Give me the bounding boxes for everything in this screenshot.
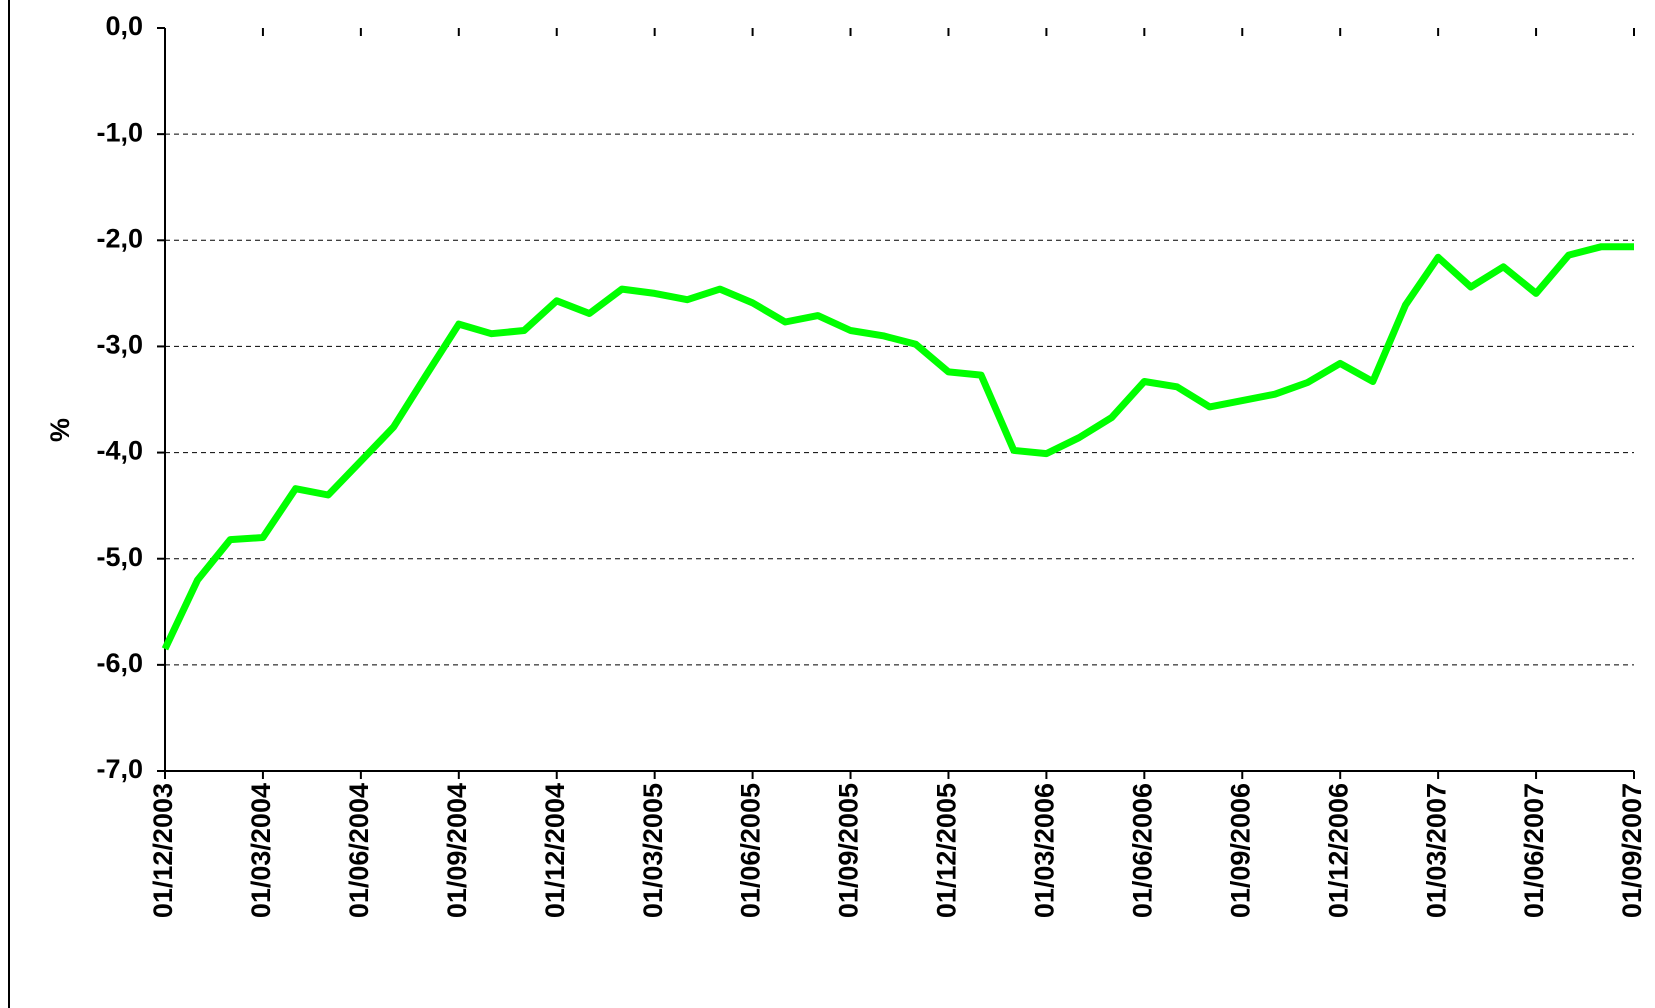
y-tick-label: -7,0 (96, 754, 143, 784)
x-tick-label: 01/09/2005 (834, 783, 864, 918)
x-tick-label: 01/12/2003 (148, 783, 178, 918)
x-tick-label: 01/03/2004 (246, 783, 276, 918)
x-tick-label: 01/12/2006 (1323, 783, 1353, 918)
x-tick-label: 01/12/2005 (932, 783, 962, 918)
y-tick-label: -3,0 (96, 330, 143, 360)
x-tick-label: 01/09/2006 (1225, 783, 1255, 918)
y-tick-label: -4,0 (96, 436, 143, 466)
x-tick-label: 01/03/2005 (638, 783, 668, 918)
y-tick-label: -6,0 (96, 648, 143, 678)
x-tick-label: 01/06/2004 (344, 783, 374, 918)
y-tick-label: -2,0 (96, 223, 143, 253)
x-tick-label: 01/06/2007 (1519, 783, 1549, 918)
x-tick-label: 01/06/2006 (1127, 783, 1157, 918)
y-tick-label: -1,0 (96, 117, 143, 147)
x-tick-label: 01/12/2004 (540, 783, 570, 918)
x-tick-label: 01/06/2005 (736, 783, 766, 918)
line-series (161, 243, 1634, 651)
x-tick-label: 01/03/2006 (1030, 783, 1060, 918)
y-axis-label: % (45, 418, 75, 442)
x-tick-label: 01/09/2007 (1617, 783, 1647, 918)
y-tick-label: 0,0 (105, 11, 143, 41)
x-tick-label: 01/03/2007 (1421, 783, 1451, 918)
x-tick-label: 01/09/2004 (442, 783, 472, 918)
y-tick-label: -5,0 (96, 542, 143, 572)
